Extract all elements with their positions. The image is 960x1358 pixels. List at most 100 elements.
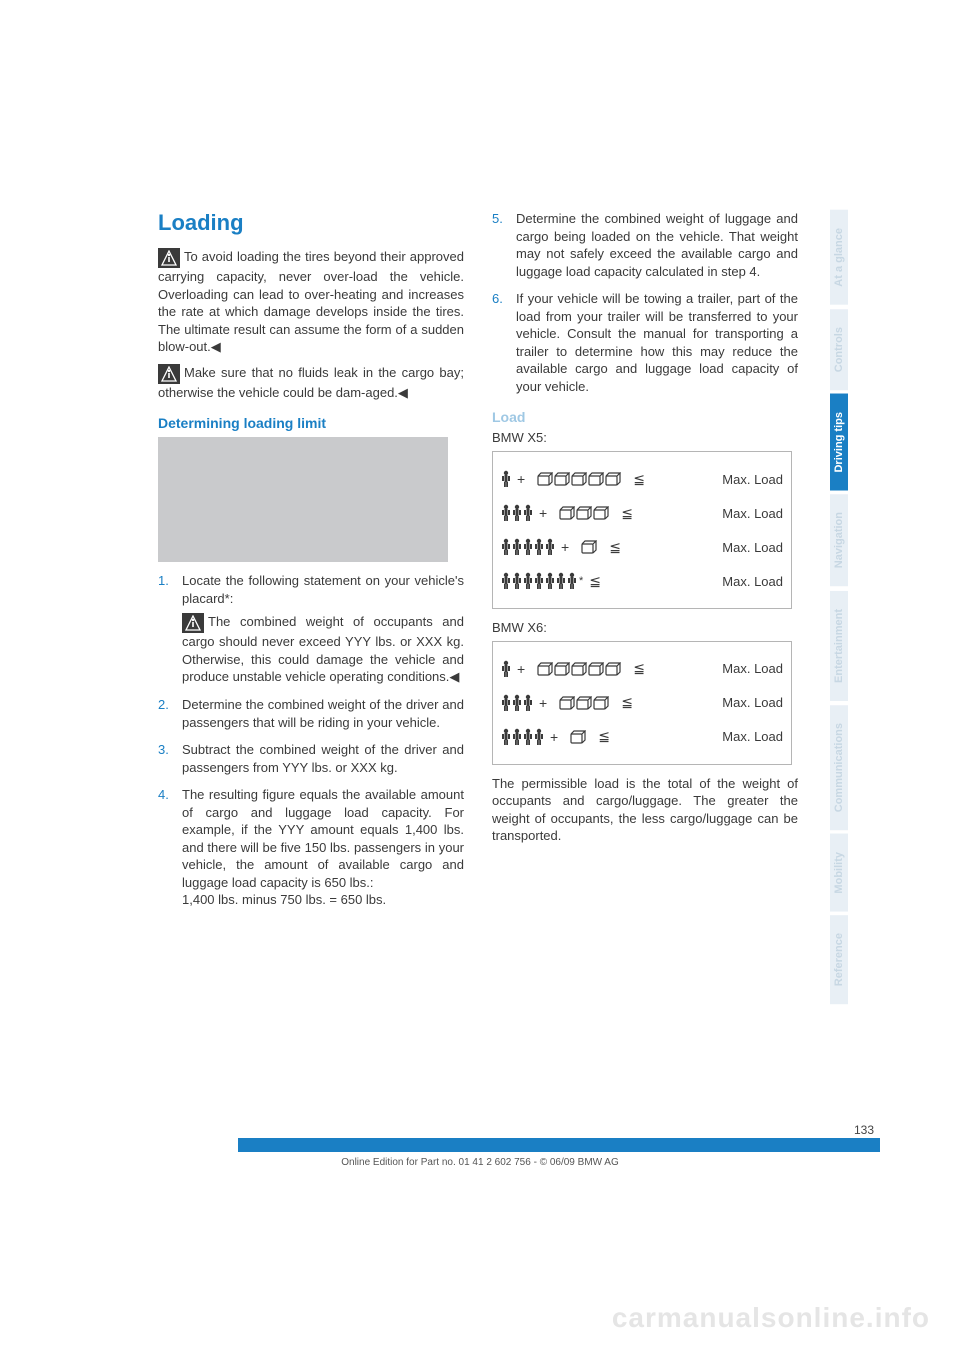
- boxes-group: [559, 506, 609, 520]
- people-group: [501, 470, 511, 488]
- person-icon: [512, 694, 522, 712]
- warning-text: To avoid loading the tires beyond their …: [158, 249, 464, 354]
- person-icon: [567, 572, 577, 590]
- leq-sign: ≦: [633, 471, 645, 488]
- box-icon: [576, 506, 592, 520]
- leq-sign: ≦: [621, 694, 633, 711]
- x5-label: BMW X5:: [492, 429, 798, 447]
- leq-sign: ≦: [633, 660, 645, 677]
- tab-mobility[interactable]: Mobility: [830, 834, 848, 912]
- box-icon: [605, 472, 621, 486]
- max-load-label: Max. Load: [722, 661, 783, 676]
- step-text: Locate the following statement on your v…: [182, 573, 464, 606]
- warning-icon: [158, 248, 180, 268]
- left-column: Loading To avoid loading the tires beyon…: [158, 210, 464, 919]
- plus-sign: +: [561, 539, 569, 555]
- box-icon: [537, 662, 553, 676]
- leq-sign: ≦: [598, 728, 610, 745]
- box-icon: [588, 472, 604, 486]
- load-row: *≦Max. Load: [501, 564, 783, 598]
- step-text: Determine the combined weight of the dri…: [182, 697, 464, 730]
- step-4: The resulting figure equals the availabl…: [158, 786, 464, 909]
- page-title: Loading: [158, 210, 464, 236]
- step-1: Locate the following statement on your v…: [158, 572, 464, 686]
- person-icon: [523, 728, 533, 746]
- box-icon: [588, 662, 604, 676]
- box-icon: [605, 662, 621, 676]
- max-load-label: Max. Load: [722, 506, 783, 521]
- load-row: + ≦ Max. Load: [501, 720, 783, 754]
- right-column: Determine the combined weight of luggage…: [492, 210, 798, 919]
- tab-navigation[interactable]: Navigation: [830, 494, 848, 586]
- step-text: Subtract the combined weight of the driv…: [182, 742, 464, 775]
- page-number: 133: [854, 1123, 874, 1137]
- plus-sign: +: [539, 695, 547, 711]
- box-icon: [559, 696, 575, 710]
- step-5: Determine the combined weight of luggage…: [492, 210, 798, 280]
- person-icon: [523, 572, 533, 590]
- person-icon: [545, 538, 555, 556]
- max-load-label: Max. Load: [722, 729, 783, 744]
- person-icon: [501, 694, 511, 712]
- page-number-bar: 133: [238, 1138, 880, 1152]
- box-icon: [554, 662, 570, 676]
- person-icon: [512, 572, 522, 590]
- warning-tire-overload: To avoid loading the tires beyond their …: [158, 248, 464, 356]
- plus-sign: +: [517, 661, 525, 677]
- person-icon: [512, 538, 522, 556]
- max-load-label: Max. Load: [722, 695, 783, 710]
- person-icon: [501, 470, 511, 488]
- box-icon: [571, 472, 587, 486]
- page-content: Loading To avoid loading the tires beyon…: [158, 210, 798, 919]
- step-text: Determine the combined weight of luggage…: [516, 211, 798, 279]
- step-text: The resulting figure equals the availabl…: [182, 787, 464, 907]
- tab-entertainment[interactable]: Entertainment: [830, 591, 848, 701]
- load-row: + ≦ Max. Load: [501, 652, 783, 686]
- max-load-label: Max. Load: [722, 540, 783, 555]
- box-icon: [593, 506, 609, 520]
- people-group: [501, 660, 511, 678]
- people-group: [501, 504, 533, 522]
- steps-list-right: Determine the combined weight of luggage…: [492, 210, 798, 395]
- plus-sign: +: [517, 471, 525, 487]
- box-icon: [593, 696, 609, 710]
- determining-heading: Determining loading limit: [158, 415, 464, 431]
- person-icon: [501, 728, 511, 746]
- step-1-warning: The combined weight of occupants and car…: [182, 613, 464, 686]
- warning-text: The combined weight of occupants and car…: [182, 614, 464, 684]
- footer-text: Online Edition for Part no. 01 41 2 602 …: [0, 1157, 960, 1168]
- x6-load-diagram: + ≦ Max. Load + ≦ Max. Load + ≦ Max. Load: [492, 641, 792, 765]
- person-icon: [534, 728, 544, 746]
- box-icon: [570, 730, 586, 744]
- tab-at-a-glance[interactable]: At a glance: [830, 210, 848, 305]
- tab-driving-tips[interactable]: Driving tips: [830, 394, 848, 491]
- box-icon: [537, 472, 553, 486]
- box-icon: [581, 540, 597, 554]
- plus-sign: +: [550, 729, 558, 745]
- placard-photo: [158, 437, 448, 562]
- step-text: If your vehicle will be towing a trailer…: [516, 291, 798, 394]
- load-row: + ≦ Max. Load: [501, 686, 783, 720]
- person-icon: [523, 504, 533, 522]
- person-icon: [501, 538, 511, 556]
- tab-controls[interactable]: Controls: [830, 309, 848, 390]
- step-6: If your vehicle will be towing a trailer…: [492, 290, 798, 395]
- boxes-group: [537, 662, 621, 676]
- person-icon: [512, 504, 522, 522]
- leq-sign: ≦: [589, 573, 601, 590]
- boxes-group: [581, 540, 597, 554]
- person-icon: [512, 728, 522, 746]
- person-icon: [534, 538, 544, 556]
- person-icon: [545, 572, 555, 590]
- step-3: Subtract the combined weight of the driv…: [158, 741, 464, 776]
- box-icon: [554, 472, 570, 486]
- people-group: [501, 728, 544, 746]
- warning-fluids: Make sure that no fluids leak in the car…: [158, 364, 464, 402]
- step-2: Determine the combined weight of the dri…: [158, 696, 464, 731]
- steps-list-left: Locate the following statement on your v…: [158, 572, 464, 909]
- boxes-group: [537, 472, 621, 486]
- person-icon: [501, 504, 511, 522]
- tab-reference[interactable]: Reference: [830, 915, 848, 1004]
- tab-communications[interactable]: Communications: [830, 705, 848, 830]
- people-group: [501, 538, 555, 556]
